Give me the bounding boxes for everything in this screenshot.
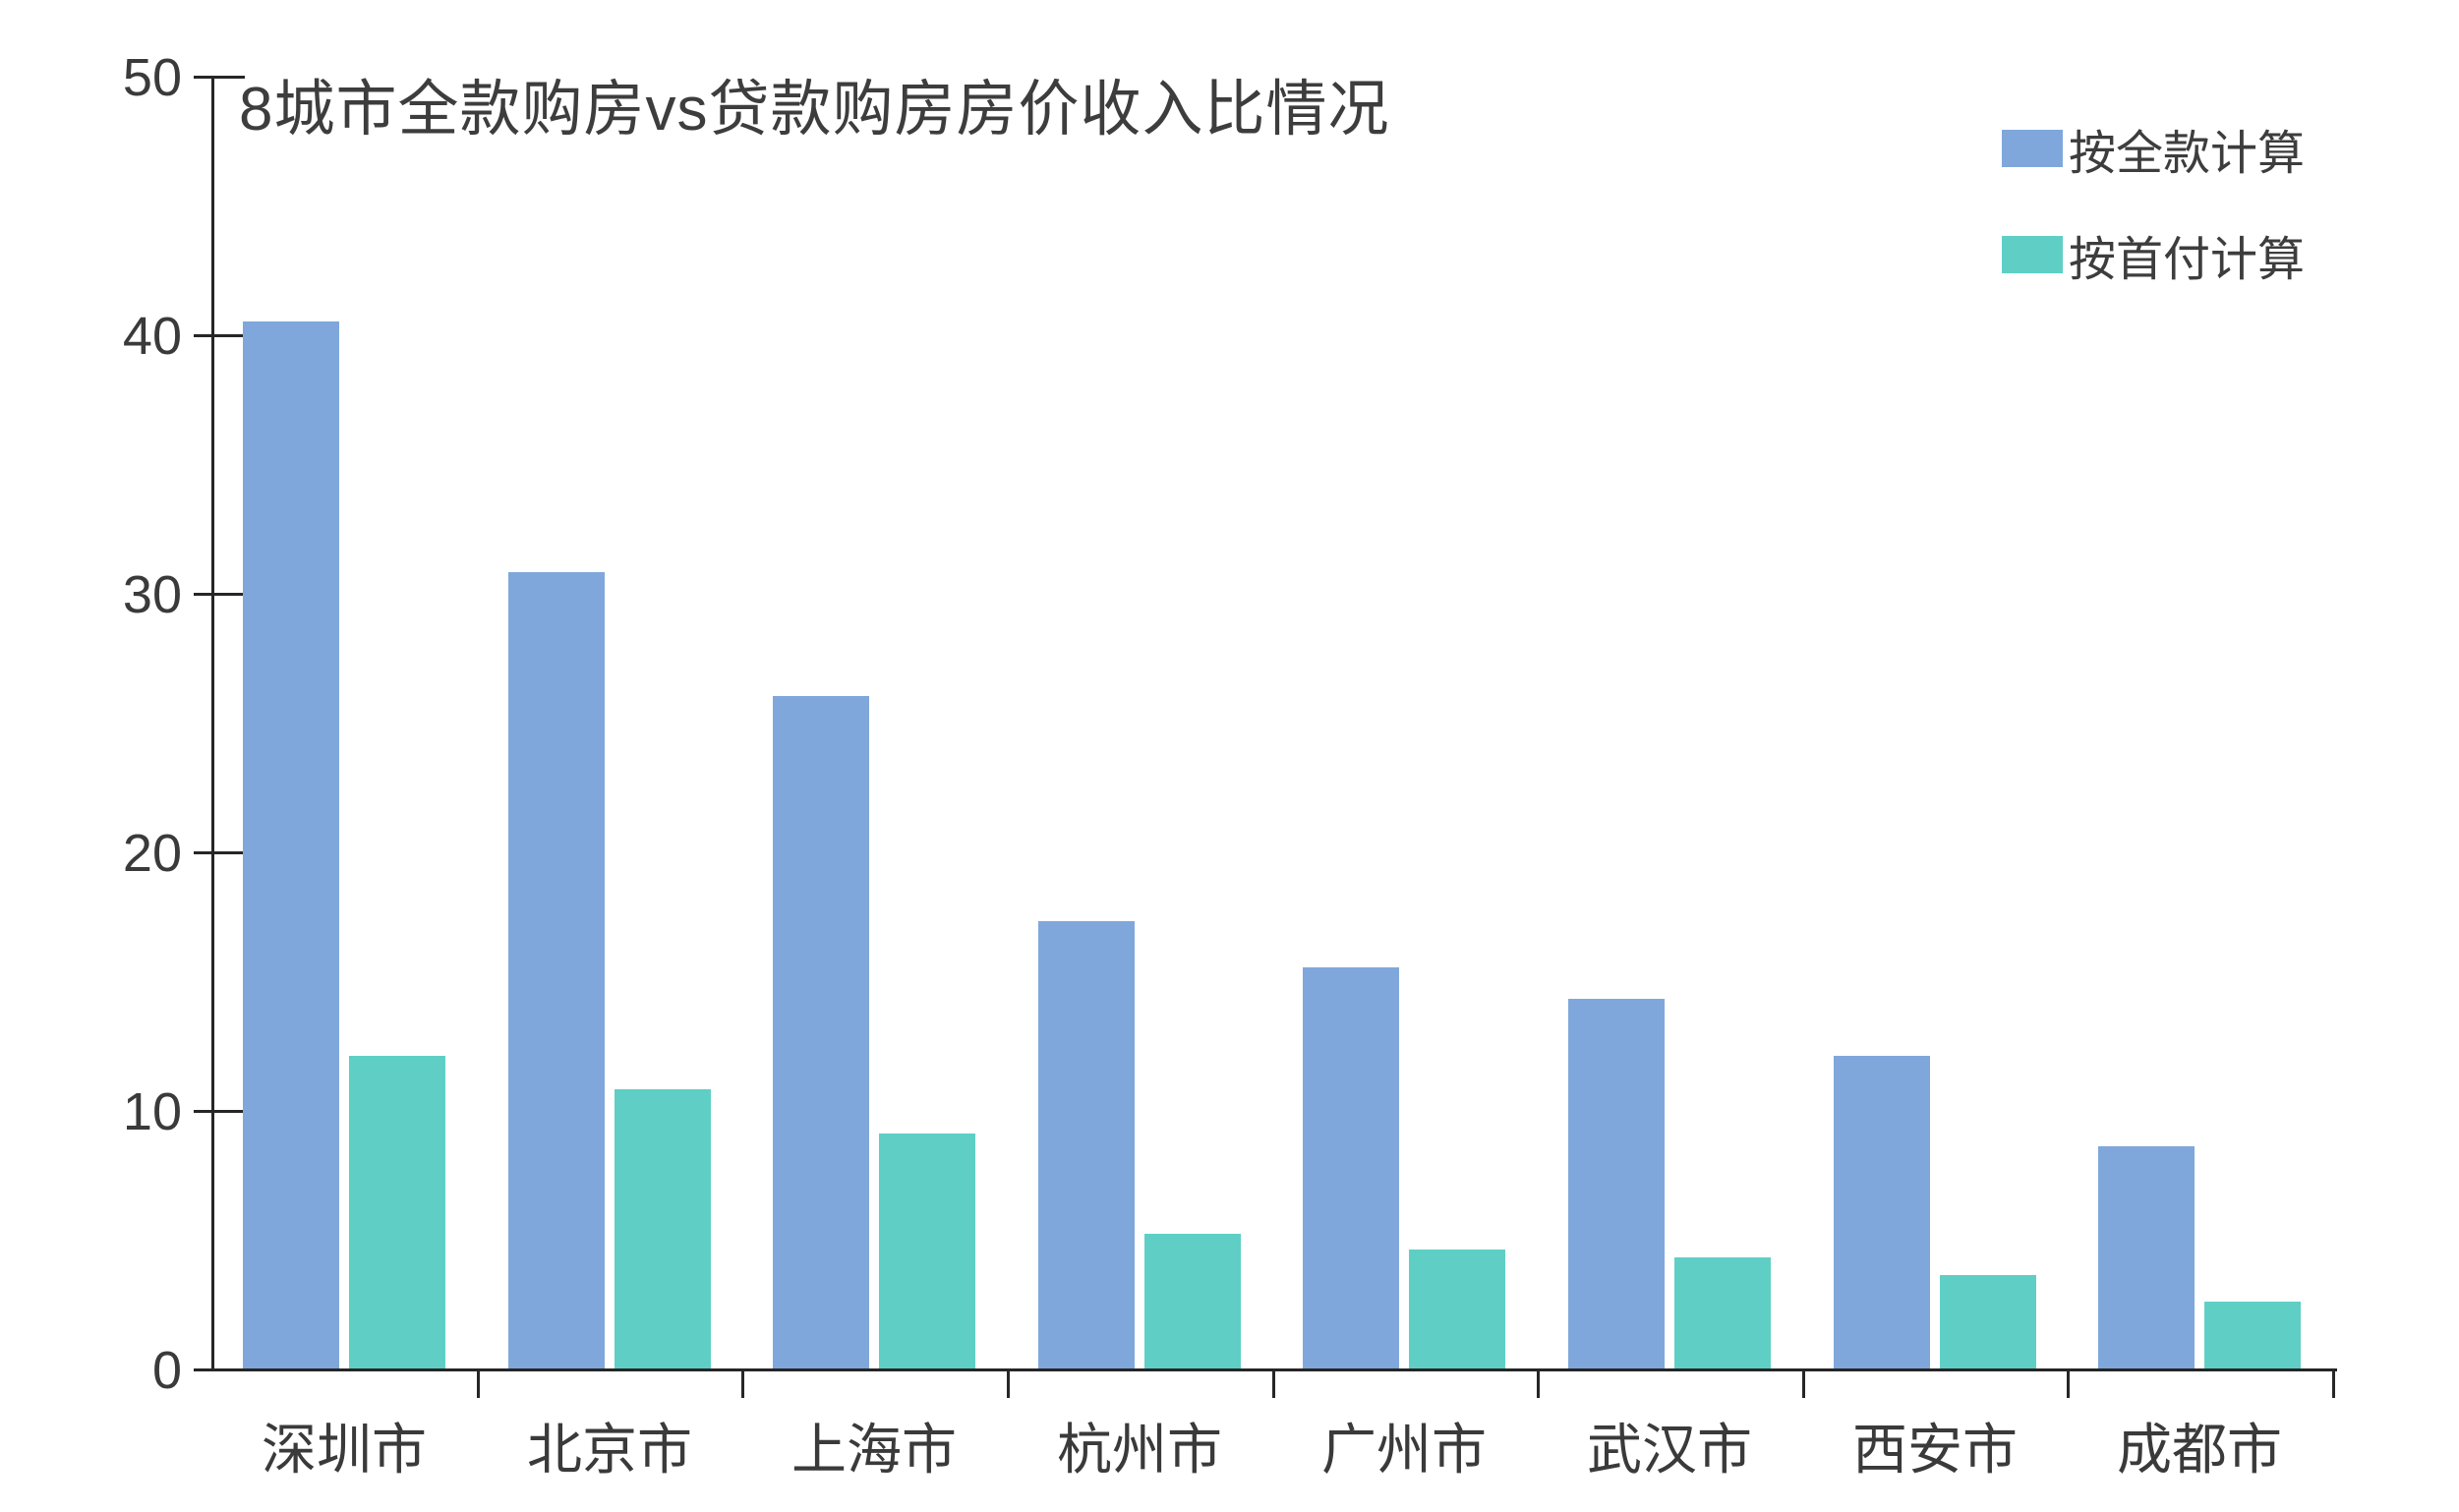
bar-按首付计算-成都市 (2204, 1302, 2301, 1368)
y-tick-mark (194, 593, 245, 596)
y-tick-label: 30 (122, 565, 182, 624)
bar-按全款计算-西安市 (1834, 1056, 1930, 1368)
bar-按首付计算-北京市 (615, 1089, 711, 1368)
bar-按首付计算-武汉市 (1674, 1257, 1771, 1368)
x-category-label: 西安市 (1852, 1419, 2018, 1481)
x-category-label: 北京市 (527, 1419, 692, 1481)
bar-按首付计算-西安市 (1940, 1275, 2036, 1368)
y-tick-label: 50 (122, 48, 182, 107)
x-tick-mark (1802, 1368, 1805, 1398)
y-tick-label: 40 (122, 307, 182, 366)
x-tick-mark (2332, 1368, 2335, 1398)
y-tick-mark (194, 1110, 245, 1113)
legend-swatch-按全款计算 (2002, 130, 2063, 167)
legend-item: 按全款计算 (2002, 114, 2305, 183)
x-tick-mark (1272, 1368, 1275, 1398)
x-tick-mark (2067, 1368, 2070, 1398)
bar-按全款计算-深圳市 (243, 321, 339, 1368)
bar-按全款计算-北京市 (508, 572, 605, 1368)
bar-按全款计算-杭州市 (1038, 921, 1135, 1368)
x-category-label: 深圳市 (262, 1419, 427, 1481)
y-tick-mark (194, 851, 245, 854)
bar-按全款计算-成都市 (2098, 1146, 2195, 1368)
x-tick-mark (741, 1368, 744, 1398)
x-tick-mark (477, 1368, 480, 1398)
bar-按全款计算-广州市 (1303, 967, 1399, 1368)
bar-按首付计算-广州市 (1409, 1250, 1505, 1368)
y-tick-mark (194, 76, 245, 79)
y-axis-line (211, 76, 214, 1368)
y-tick-label: 20 (122, 824, 182, 883)
bar-按全款计算-武汉市 (1568, 999, 1665, 1368)
y-tick-mark (194, 334, 245, 337)
bar-按首付计算-杭州市 (1144, 1234, 1241, 1368)
x-category-label: 武汉市 (1587, 1419, 1752, 1481)
chart-title: 8城市全款购房vs贷款购房房价收入比情况 (239, 76, 1390, 144)
y-tick-label: 10 (122, 1082, 182, 1141)
x-category-label: 上海市 (791, 1419, 957, 1481)
y-tick-label: 0 (151, 1341, 182, 1400)
x-category-label: 杭州市 (1057, 1419, 1222, 1481)
legend-item: 按首付计算 (2002, 220, 2305, 289)
bar-按全款计算-上海市 (773, 696, 869, 1368)
x-category-label: 广州市 (1321, 1419, 1487, 1481)
x-category-label: 成都市 (2117, 1419, 2282, 1481)
legend: 按全款计算按首付计算 (2002, 114, 2305, 289)
bar-按首付计算-深圳市 (349, 1056, 445, 1368)
x-tick-mark (1537, 1368, 1540, 1398)
legend-swatch-按首付计算 (2002, 236, 2063, 273)
legend-label: 按全款计算 (2069, 128, 2306, 180)
bar-按首付计算-上海市 (879, 1134, 975, 1368)
x-axis-line (194, 1368, 2337, 1371)
x-tick-mark (1007, 1368, 1010, 1398)
legend-label: 按首付计算 (2069, 234, 2306, 286)
